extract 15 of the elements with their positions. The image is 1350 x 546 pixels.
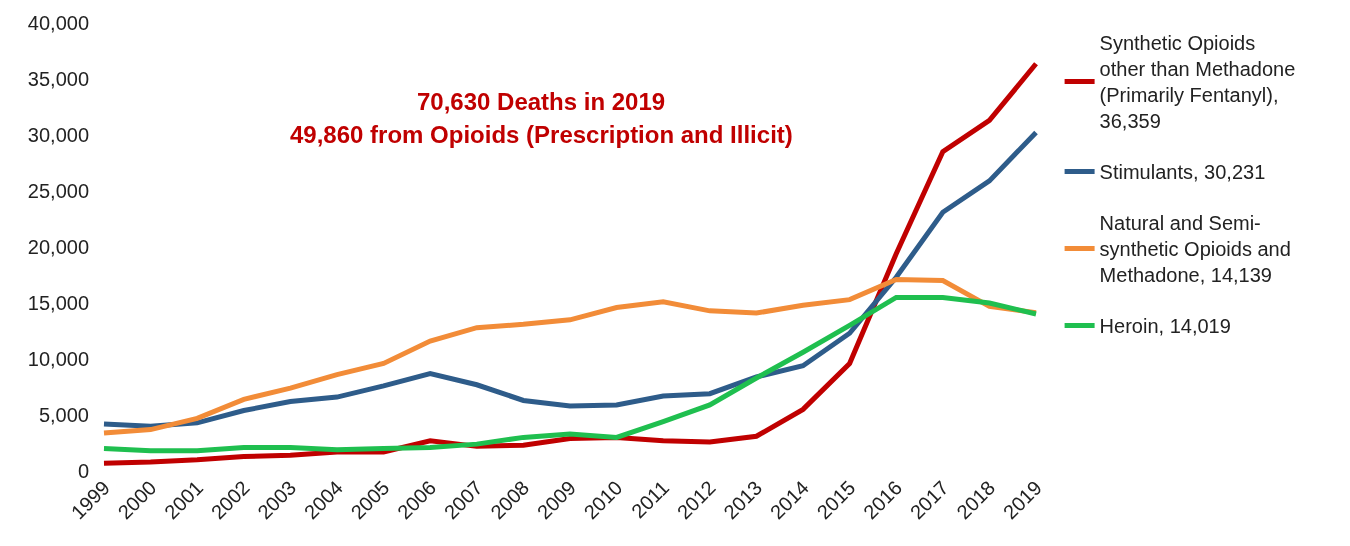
y-tick-label: 40,000 [27,12,89,34]
y-tick-label: 35,000 [27,68,89,90]
y-tick-label: 5,000 [38,404,89,426]
legend-label: Natural and Semi-synthetic Opioids and Methadone, 14,139 [1099,212,1291,287]
y-tick-label: 20,000 [27,236,89,258]
y-tick-label: 25,000 [27,180,89,202]
y-tick-label: 0 [77,460,89,482]
y-tick-label: 10,000 [27,348,89,370]
y-tick-label: 15,000 [27,292,89,314]
text: 70,630 Deaths in 2019 [417,88,666,115]
text: 49,860 from Opioids (Prescription and Illicit) [290,121,793,148]
legend-label: Heroin, 14,019 [1099,315,1231,338]
legend-label: Stimulants, 30,231 [1099,161,1266,184]
y-tick-label: 30,000 [27,124,89,146]
legend-label: Synthetic Opioids other than Methadone (Primarily Fentanyl), 36,359 [1099,32,1296,133]
